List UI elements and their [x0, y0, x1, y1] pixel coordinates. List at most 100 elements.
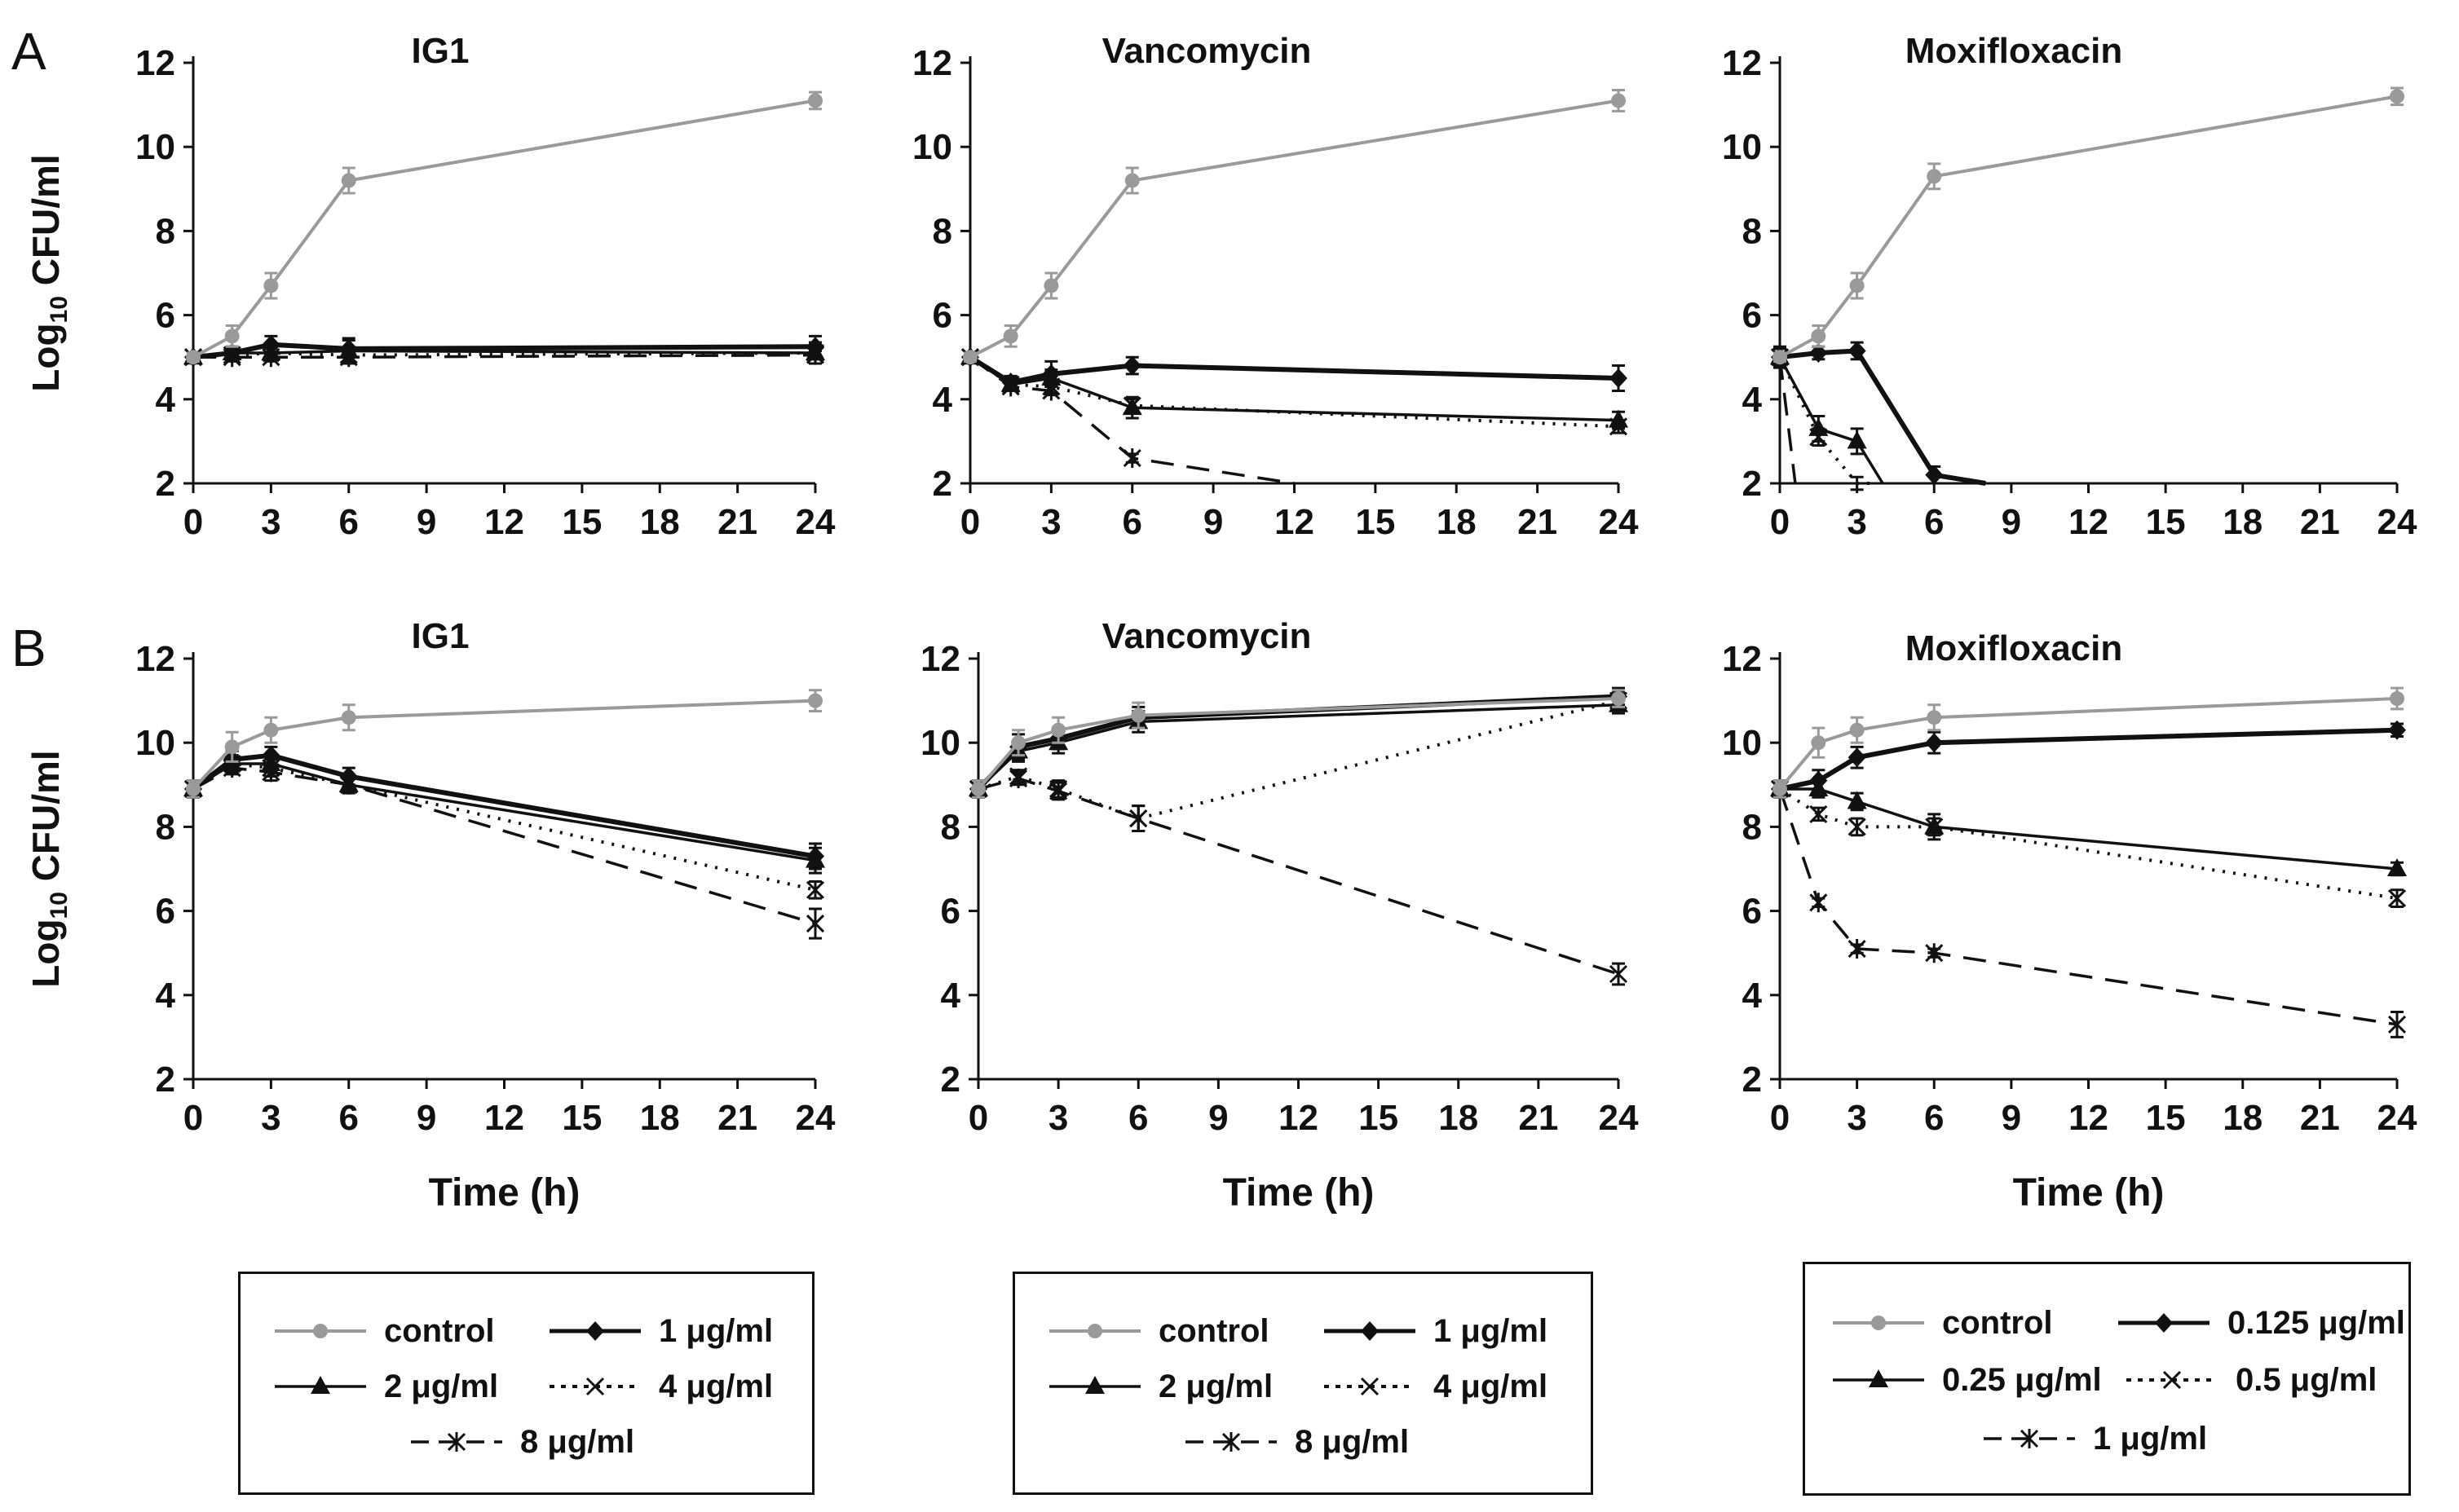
series-line: [969, 355, 1619, 386]
data-point: [186, 781, 201, 796]
series-line: [978, 699, 1619, 821]
y-axis-label: Log10 CFU/ml: [24, 154, 73, 391]
x-tick-label: 0: [1770, 1098, 1790, 1138]
series-line: [969, 355, 1619, 422]
legend-label: 0.25 μg/ml: [1942, 1361, 2102, 1398]
legend-marker: [1869, 1369, 1888, 1387]
series-line: [1778, 697, 2398, 791]
y-tick-label: 8: [156, 807, 175, 847]
x-tick-label: 6: [1924, 1098, 1944, 1138]
legend-label: 8 μg/ml: [1295, 1423, 1410, 1460]
y-tick-label: 8: [933, 211, 952, 251]
x-axis-label: Time (h): [1223, 1171, 1375, 1214]
data-point: [1609, 409, 1628, 428]
y-tick-label: 10: [912, 127, 952, 167]
data-point: [339, 766, 358, 787]
data-point: [1849, 722, 1865, 738]
legend-entry: 8 μg/ml: [408, 1417, 634, 1466]
legend-marker: [447, 1432, 466, 1452]
y-tick-label: 2: [1742, 1060, 1762, 1100]
series-cross: [183, 754, 825, 900]
legend-entry: 8 μg/ml: [1182, 1417, 1409, 1466]
x-tick-label: 12: [1278, 1098, 1318, 1138]
legend-label: 4 μg/ml: [659, 1368, 774, 1404]
y-tick-label: 10: [1722, 127, 1762, 167]
x-tick-label: 15: [2146, 502, 2186, 542]
legend-3: control 0.125 μg/ml 0.25 μg/ml 0.5 μg/ml 1 μ…: [1803, 1262, 2411, 1496]
x-tick-label: 21: [717, 502, 757, 542]
legend-label: 0.125 μg/ml: [2227, 1304, 2405, 1341]
x-tick-label: 18: [2223, 1098, 2263, 1138]
data-point: [1847, 430, 1867, 449]
x-tick-label: 3: [261, 502, 280, 542]
chart-title: Vancomycin: [1102, 31, 1312, 71]
y-tick-label: 6: [1742, 892, 1762, 932]
x-tick-label: 18: [2223, 502, 2263, 542]
x-tick-label: 9: [417, 1098, 436, 1138]
x-tick-label: 3: [1041, 502, 1061, 542]
x-tick-label: 0: [960, 502, 980, 542]
x-tick-label: 0: [1770, 502, 1790, 542]
data-point: [806, 880, 825, 899]
data-point: [1811, 328, 1826, 344]
data-point: [339, 338, 358, 359]
x-tick-label: 21: [1518, 1098, 1558, 1138]
chart-title: IG1: [412, 616, 470, 656]
series-line: [192, 762, 816, 862]
legend-marker: [311, 1376, 330, 1394]
data-point: [971, 781, 986, 796]
x-tick-label: 3: [1847, 502, 1866, 542]
data-point: [1011, 735, 1026, 751]
y-tick-label: 2: [1742, 464, 1762, 504]
series-triangle: [183, 337, 825, 365]
y-tick-label: 4: [941, 976, 961, 1016]
data-point: [262, 745, 280, 765]
legend-entry: 4 μg/ml: [1321, 1362, 1547, 1411]
data-point: [1925, 733, 1944, 753]
x-tick-label: 9: [1208, 1098, 1228, 1138]
legend-entry: 0.125 μg/ml: [2115, 1298, 2405, 1347]
data-point: [1848, 747, 1866, 768]
data-point: [806, 846, 824, 866]
data-point: [1809, 893, 1828, 913]
y-tick-label: 4: [933, 380, 953, 420]
legend-label: 2 μg/ml: [1159, 1368, 1274, 1404]
data-point: [1131, 708, 1146, 723]
legend-2: control 1 μg/ml 2 μg/ml 4 μg/ml 8 μg/ml: [1013, 1272, 1593, 1495]
series-control: [186, 90, 823, 365]
data-point: [1927, 710, 1942, 725]
legend-entry: control: [272, 1307, 495, 1356]
y-tick-label: 2: [156, 1060, 175, 1100]
legend-entry: 0.25 μg/ml: [1830, 1356, 2102, 1404]
data-point: [223, 343, 241, 364]
legend-swatch-triangle: [275, 1376, 366, 1394]
legend-marker: [1088, 1324, 1102, 1338]
x-tick-label: 24: [1599, 502, 1639, 542]
legend-label: 1 μg/ml: [659, 1312, 774, 1349]
legend-label: 1 μg/ml: [1433, 1312, 1548, 1349]
series-diamond: [184, 745, 824, 871]
series-control: [186, 689, 823, 799]
x-tick-label: 6: [339, 502, 359, 542]
legend-marker: [1361, 1321, 1379, 1341]
y-axis-label: Log10 CFU/ml: [24, 750, 73, 987]
data-point: [1809, 804, 1828, 823]
data-point: [806, 914, 825, 934]
data-point: [1009, 767, 1028, 786]
legend-marker: [1360, 1377, 1380, 1396]
chart-title: Moxifloxacin: [1905, 31, 2123, 71]
x-tick-label: 9: [2002, 502, 2021, 542]
data-point: [1811, 735, 1826, 751]
data-point: [1924, 816, 1945, 835]
y-tick-label: 10: [135, 723, 175, 763]
data-point: [1003, 328, 1018, 344]
legend-marker: [1871, 1316, 1886, 1330]
legend-label: control: [1942, 1304, 2053, 1341]
data-point: [2387, 858, 2407, 876]
data-point: [1609, 368, 1627, 388]
x-tick-label: 0: [183, 1098, 203, 1138]
x-tick-label: 21: [2300, 1098, 2340, 1138]
